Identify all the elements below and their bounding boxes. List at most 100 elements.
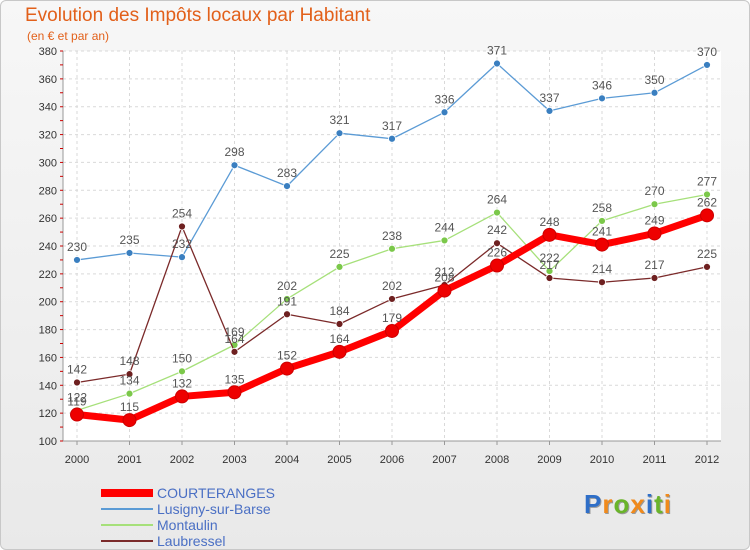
x-tick-label: 2008 (485, 454, 509, 466)
data-point-montaulin (283, 295, 291, 303)
data-label-laubressel: 142 (67, 363, 87, 377)
series-courteranges (70, 208, 714, 428)
y-tick-label: 120 (39, 408, 57, 420)
chart-subtitle: (en € et par an) (27, 29, 110, 43)
data-label-courteranges: 132 (172, 376, 192, 390)
data-label-lusigny-sur-barse: 346 (592, 78, 612, 92)
data-label-montaulin: 169 (224, 325, 244, 339)
data-point-laubressel (650, 274, 659, 282)
x-tick-label: 2000 (65, 454, 89, 466)
data-label-courteranges: 262 (697, 195, 717, 209)
y-tick-label: 340 (39, 102, 57, 114)
data-point-courteranges (227, 385, 242, 400)
data-point-montaulin (493, 208, 501, 217)
data-point-lusigny-sur-barse (598, 94, 606, 103)
data-point-montaulin (598, 217, 606, 225)
y-tick-label: 200 (39, 297, 57, 309)
data-label-montaulin: 277 (697, 174, 717, 188)
data-label-courteranges: 241 (592, 225, 612, 239)
data-label-courteranges: 115 (120, 400, 139, 414)
data-label-montaulin: 202 (277, 279, 297, 293)
y-tick-label: 220 (39, 269, 57, 281)
x-tick-label: 2001 (117, 454, 141, 466)
y-tick-label: 300 (39, 157, 57, 169)
data-point-laubressel (598, 278, 606, 287)
data-label-montaulin: 222 (539, 251, 559, 265)
data-point-laubressel (388, 295, 396, 303)
data-point-montaulin (388, 244, 396, 253)
data-label-lusigny-sur-barse: 232 (172, 237, 192, 251)
data-point-lusigny-sur-barse (73, 256, 81, 264)
data-label-laubressel: 254 (172, 207, 192, 221)
data-point-laubressel (73, 378, 81, 387)
data-point-courteranges (70, 407, 84, 422)
x-tick-label: 2011 (643, 454, 667, 466)
data-point-courteranges (647, 226, 662, 241)
legend-label-courteranges: COURTERANGES (157, 485, 275, 501)
x-tick-label: 2009 (537, 454, 561, 466)
series-montaulin (73, 190, 711, 415)
legend-swatch-montaulin (101, 524, 153, 526)
data-point-montaulin (650, 200, 659, 209)
data-point-lusigny-sur-barse (283, 182, 291, 191)
data-label-laubressel: 217 (539, 258, 559, 272)
y-tick-label: 280 (39, 185, 57, 197)
y-tick-label: 260 (39, 213, 57, 225)
data-label-lusigny-sur-barse: 350 (644, 73, 664, 87)
x-tick-label: 2010 (590, 454, 614, 466)
data-label-courteranges: 226 (487, 246, 507, 260)
data-point-montaulin (440, 236, 449, 245)
data-label-courteranges: 248 (539, 215, 559, 229)
data-point-montaulin (125, 389, 134, 398)
data-label-montaulin: 238 (382, 229, 402, 243)
logo-letter: t (654, 489, 664, 519)
data-point-lusigny-sur-barse (703, 61, 711, 69)
logo-letter: i (645, 489, 655, 519)
data-label-laubressel: 184 (329, 304, 349, 318)
data-point-laubressel (125, 370, 134, 379)
x-tick-label: 2012 (695, 454, 719, 466)
data-label-lusigny-sur-barse: 370 (697, 45, 717, 59)
data-point-lusigny-sur-barse (125, 249, 134, 257)
legend-swatch-lusigny-sur-barse (101, 508, 153, 510)
data-point-laubressel (493, 239, 501, 248)
data-label-laubressel: 217 (644, 258, 664, 272)
x-tick-label: 2005 (327, 454, 351, 466)
data-point-laubressel (230, 347, 239, 356)
data-label-lusigny-sur-barse: 337 (539, 91, 559, 105)
data-point-lusigny-sur-barse (545, 106, 554, 115)
chart-title: Evolution des Impôts locaux par Habitant (25, 5, 371, 26)
y-tick-label: 180 (39, 325, 57, 337)
data-point-courteranges (490, 258, 504, 273)
data-point-lusigny-sur-barse (650, 88, 659, 97)
data-label-montaulin: 270 (644, 184, 664, 198)
x-tick-label: 2007 (432, 454, 456, 466)
data-label-lusigny-sur-barse: 371 (487, 44, 507, 58)
data-label-lusigny-sur-barse: 235 (119, 233, 139, 247)
x-tick-label: 2004 (275, 454, 299, 466)
data-label-montaulin: 244 (434, 220, 454, 234)
data-label-courteranges: 152 (277, 349, 297, 363)
y-tick-label: 160 (39, 352, 57, 364)
data-point-laubressel (178, 222, 186, 231)
data-point-courteranges (332, 344, 347, 359)
data-point-laubressel (283, 310, 291, 319)
data-point-lusigny-sur-barse (493, 59, 501, 68)
data-label-courteranges: 119 (67, 395, 86, 409)
logo-letter: x (630, 489, 646, 519)
legend-swatch-courteranges (101, 489, 153, 497)
x-tick-label: 2006 (380, 454, 404, 466)
data-label-laubressel: 214 (592, 262, 612, 276)
axis-layer: 100 120 140 160 180 200 220 240 260 280 300 320 340 3… (39, 46, 721, 466)
data-label-layer: 230 235 232 298 283 321 317 336 371 337 346 350 370 1… (67, 44, 717, 415)
data-point-montaulin (335, 262, 344, 271)
data-point-lusigny-sur-barse (440, 108, 449, 117)
data-label-courteranges: 135 (224, 372, 244, 386)
data-point-courteranges (437, 283, 452, 298)
y-tick-label: 140 (39, 380, 57, 392)
data-label-montaulin: 134 (119, 374, 139, 388)
data-point-courteranges (175, 389, 189, 404)
data-label-montaulin: 122 (67, 390, 87, 404)
data-label-courteranges: 179 (382, 311, 402, 325)
